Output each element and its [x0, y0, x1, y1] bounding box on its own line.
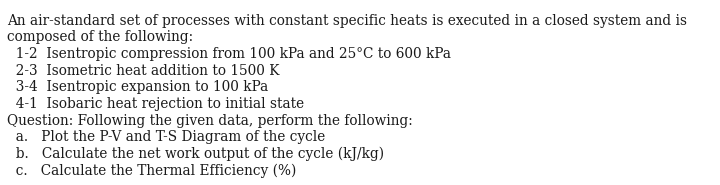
Text: 1-2  Isentropic compression from 100 kPa and 25°C to 600 kPa: 1-2 Isentropic compression from 100 kPa … — [7, 47, 451, 61]
Text: 2-3  Isometric heat addition to 1500 K: 2-3 Isometric heat addition to 1500 K — [7, 64, 279, 78]
Text: c.   Calculate the Thermal Efficiency (%): c. Calculate the Thermal Efficiency (%) — [7, 163, 297, 178]
Text: An air-standard set of processes with constant specific heats is executed in a c: An air-standard set of processes with co… — [7, 14, 687, 28]
Text: 4-1  Isobaric heat rejection to initial state: 4-1 Isobaric heat rejection to initial s… — [7, 97, 305, 111]
Text: a.   Plot the P-V and T-S Diagram of the cycle: a. Plot the P-V and T-S Diagram of the c… — [7, 130, 325, 144]
Text: b.   Calculate the net work output of the cycle (kJ/kg): b. Calculate the net work output of the … — [7, 147, 384, 161]
Text: 3-4  Isentropic expansion to 100 kPa: 3-4 Isentropic expansion to 100 kPa — [7, 80, 269, 94]
Text: composed of the following:: composed of the following: — [7, 31, 194, 45]
Text: Question: Following the given data, perform the following:: Question: Following the given data, perf… — [7, 114, 413, 127]
